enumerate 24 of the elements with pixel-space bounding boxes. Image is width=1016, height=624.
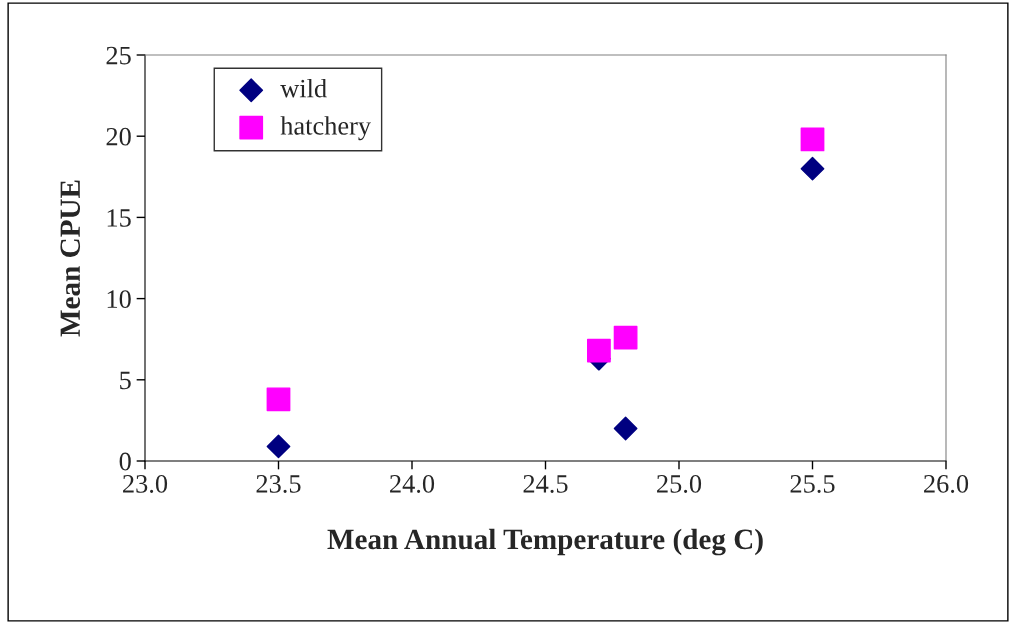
legend-label: hatchery xyxy=(280,116,371,141)
x-tick-label: 25.5 xyxy=(790,475,835,493)
x-tick-label: 24.5 xyxy=(523,475,568,493)
x-tick-label: 23.5 xyxy=(256,475,301,493)
y-axis-title: Mean CPUE xyxy=(60,180,81,337)
point xyxy=(613,325,638,350)
x-axis-title: Mean Annual Temperature (deg C) xyxy=(327,528,763,556)
y-tick-label: 5 xyxy=(120,371,131,390)
point xyxy=(587,338,611,363)
point xyxy=(800,127,825,152)
y-tick-label: 0 xyxy=(119,452,131,471)
legend-label: wild xyxy=(280,78,327,98)
y-tick-label: 15 xyxy=(107,209,131,227)
x-tick-label: 25.0 xyxy=(657,474,702,493)
point xyxy=(266,434,291,459)
x-tick-label: 23.0 xyxy=(123,474,168,493)
point xyxy=(800,156,825,181)
x-tick-label: 24.0 xyxy=(390,474,435,493)
x-tick-label: 26.0 xyxy=(924,474,969,493)
point xyxy=(266,387,291,412)
y-tick-label: 25 xyxy=(106,46,131,65)
y-tick-label: 20 xyxy=(106,127,131,146)
y-tick-label: 10 xyxy=(107,290,131,309)
point xyxy=(613,416,638,441)
